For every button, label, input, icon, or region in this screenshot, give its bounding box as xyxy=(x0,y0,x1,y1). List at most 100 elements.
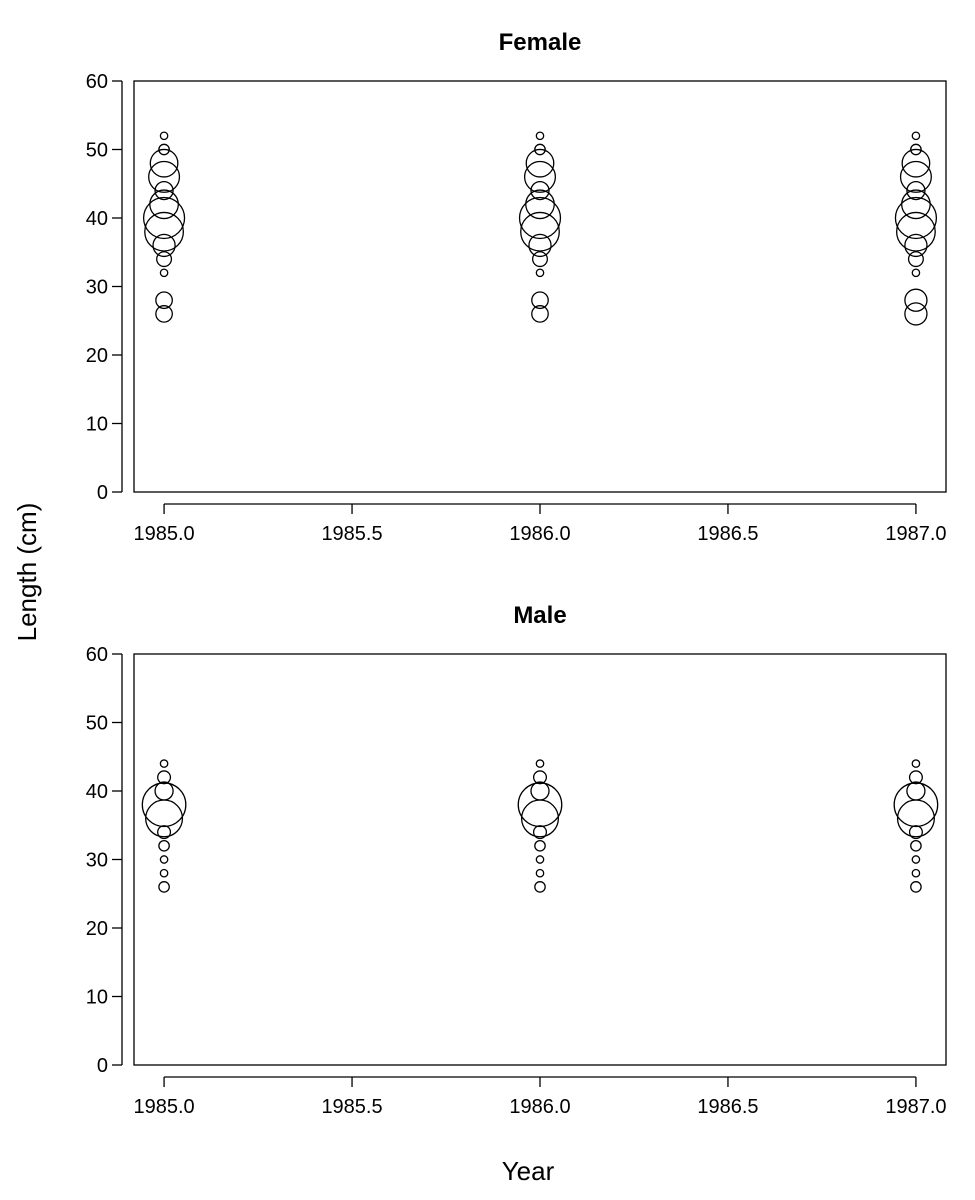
y-tick-label: 30 xyxy=(86,850,108,872)
plot-frame xyxy=(133,653,947,1066)
data-bubble xyxy=(525,189,555,220)
panel-title: Male xyxy=(513,602,566,629)
data-bubble xyxy=(530,180,550,201)
data-bubble xyxy=(141,782,187,828)
data-bubble xyxy=(145,799,184,838)
data-bubble xyxy=(154,180,174,201)
data-bubble xyxy=(149,189,179,220)
data-bubble xyxy=(531,305,549,323)
data-bubble xyxy=(159,131,169,141)
data-bubble xyxy=(907,251,924,268)
data-bubble xyxy=(906,180,926,201)
x-tick-label: 1986.5 xyxy=(697,523,758,545)
x-tick-label: 1985.0 xyxy=(133,1096,194,1118)
data-bubble xyxy=(531,291,549,310)
data-bubble xyxy=(901,189,931,220)
data-bubble xyxy=(528,233,552,258)
x-tick-label: 1985.0 xyxy=(133,523,194,545)
data-bubble xyxy=(159,855,169,864)
data-bubble xyxy=(901,148,931,178)
data-bubble xyxy=(904,302,928,326)
data-bubble xyxy=(893,782,939,828)
data-bubble xyxy=(910,143,922,156)
y-tick-label: 60 xyxy=(86,71,108,93)
data-bubble xyxy=(156,251,173,268)
data-bubble xyxy=(535,868,545,878)
data-bubble xyxy=(142,196,186,240)
data-bubble xyxy=(148,160,181,193)
data-bubble xyxy=(532,825,548,840)
panel-title: Female xyxy=(499,29,582,56)
plot-frame xyxy=(133,80,947,493)
data-bubble xyxy=(904,288,928,312)
data-bubble xyxy=(906,781,926,801)
data-bubble xyxy=(896,799,935,838)
y-tick-label: 20 xyxy=(86,345,108,367)
y-tick-label: 40 xyxy=(86,208,108,230)
data-bubble xyxy=(532,251,549,268)
data-bubble xyxy=(535,855,545,864)
data-bubble xyxy=(144,211,185,252)
y-tick-label: 0 xyxy=(97,482,108,504)
data-bubble xyxy=(158,143,170,156)
data-bubble xyxy=(911,268,921,278)
data-bubble xyxy=(157,770,172,785)
data-bubble xyxy=(159,868,169,878)
data-bubble xyxy=(535,268,545,278)
y-tick-label: 50 xyxy=(86,140,108,162)
data-bubble xyxy=(152,233,176,258)
data-bubble xyxy=(155,305,173,323)
y-tick-label: 60 xyxy=(86,644,108,666)
panel-female: Female 0 10 20 30 40 50 60 1985.0 1985.5 1986.0 198… xyxy=(86,29,947,545)
data-bubble xyxy=(908,770,923,785)
data-bubble xyxy=(520,799,560,838)
x-tick-label: 1987.0 xyxy=(885,523,946,545)
data-bubble xyxy=(911,855,921,864)
data-bubble xyxy=(518,196,562,240)
data-bubble xyxy=(155,291,173,310)
panel-male: Male 0 10 20 30 40 50 60 1985.0 1985.5 1986.0 1986.… xyxy=(86,602,947,1118)
data-bubble xyxy=(159,268,169,278)
x-tick-label: 1986.5 xyxy=(697,1096,758,1118)
data-bubble xyxy=(532,770,548,785)
x-tick-label: 1986.0 xyxy=(509,1096,570,1118)
data-bubble xyxy=(895,211,936,252)
data-bubble xyxy=(535,759,545,768)
data-bubble xyxy=(911,868,921,878)
data-bubble xyxy=(899,160,932,193)
y-tick-label: 10 xyxy=(86,987,108,1009)
y-tick-label: 50 xyxy=(86,713,108,735)
x-axis-label: Year xyxy=(502,1156,555,1186)
y-tick-label: 0 xyxy=(97,1055,108,1077)
data-bubble xyxy=(534,881,546,893)
data-bubble xyxy=(534,143,546,156)
y-tick-label: 40 xyxy=(86,781,108,803)
data-bubble xyxy=(535,131,545,141)
data-bubble xyxy=(894,196,938,240)
data-bubble xyxy=(157,825,172,840)
x-tick-label: 1985.5 xyxy=(321,523,382,545)
data-bubble xyxy=(911,131,921,141)
data-bubble xyxy=(530,781,550,801)
data-bubble xyxy=(523,160,557,193)
data-bubble xyxy=(910,839,922,852)
data-bubble xyxy=(908,825,923,840)
y-axis-label: Length (cm) xyxy=(12,503,42,642)
data-bubble xyxy=(154,781,174,801)
x-tick-label: 1986.0 xyxy=(509,523,570,545)
data-bubble xyxy=(159,759,169,768)
data-bubble xyxy=(910,881,922,893)
data-bubble xyxy=(525,148,555,178)
data-bubble xyxy=(158,839,170,852)
data-bubble xyxy=(158,881,170,893)
data-bubble xyxy=(517,782,563,828)
x-tick-label: 1987.0 xyxy=(885,1096,946,1118)
y-tick-label: 20 xyxy=(86,918,108,940)
y-tick-label: 30 xyxy=(86,277,108,299)
data-bubble xyxy=(520,211,560,252)
data-bubble xyxy=(904,233,928,258)
x-tick-label: 1985.5 xyxy=(321,1096,382,1118)
data-bubble xyxy=(534,839,546,852)
y-tick-label: 10 xyxy=(86,414,108,436)
